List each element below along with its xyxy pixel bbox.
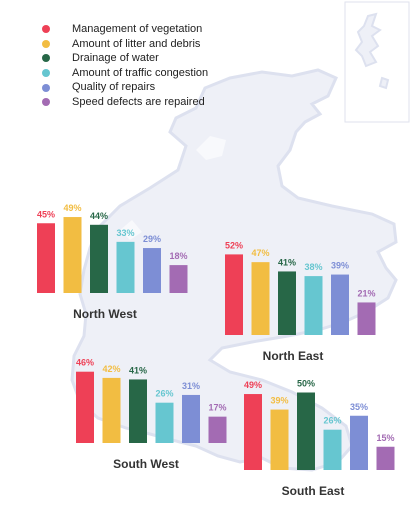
bar-value-label: 44% [90,211,108,221]
bar-value-label: 42% [102,364,120,374]
legend-dot [42,69,50,78]
bar-value-label: 31% [182,381,200,391]
legend-dot [42,25,50,34]
bar-value-label: 29% [143,234,161,244]
legend-dot [42,39,50,48]
bar-value-label: 41% [129,365,147,375]
legend-label: Management of vegetation [72,23,203,35]
bar-quality-of-repairs [182,394,200,443]
legend-label: Amount of litter and debris [72,37,201,50]
bar-value-label: 26% [155,389,173,399]
legend-item-speed: Speed defects are repaired [42,95,208,110]
bar-value-label: 18% [169,251,187,261]
region-panel-north-west: 45% 49% 44% 33% 29% 18% North West [37,203,188,321]
bar-value-label: 41% [278,257,296,267]
bar-quality-of-repairs [350,415,368,470]
bar-speed-defects-are-repaired [376,446,395,470]
bar-amount-of-litter-and-debris [102,377,121,443]
legend: Management of vegetation Amount of litte… [42,22,208,110]
region-title: South West [113,457,179,471]
bar-management-of-vegetation [225,254,243,335]
bar-drainage-of-water [129,379,147,443]
legend-label: Quality of repairs [72,81,156,94]
bar-speed-defects-are-repaired [169,265,188,293]
bar-management-of-vegetation [244,394,262,470]
bar-value-label: 46% [76,358,94,368]
region-panel-south-west: 46% 42% 41% 26% 31% 17% South West [76,358,227,471]
bar-amount-of-litter-and-debris [251,262,270,335]
legend-dot [42,83,50,92]
bar-drainage-of-water [90,224,108,293]
bar-value-label: 33% [116,228,134,238]
bar-quality-of-repairs [331,274,349,335]
bar-management-of-vegetation [37,223,55,293]
bar-amount-of-traffic-congestion [304,276,323,335]
legend-item-vegetation: Management of vegetation [42,22,208,37]
bar-drainage-of-water [278,271,296,335]
bar-value-label: 45% [37,209,55,219]
legend-item-litter: Amount of litter and debris [42,37,208,52]
bar-value-label: 49% [244,380,262,390]
bar-value-label: 52% [225,240,243,250]
legend-label: Amount of traffic congestion [72,66,209,79]
region-title: North West [73,307,137,321]
bar-value-label: 50% [297,379,315,389]
region-panel-north-east: 52% 47% 41% 38% 39% 21% North East [225,240,376,363]
bar-drainage-of-water [297,392,315,470]
legend-label: Speed defects are repaired [72,95,205,108]
islands-inset [344,1,410,123]
region-panel-south-east: 49% 39% 50% 26% 35% 15% South East [244,379,395,499]
region-title: North East [263,349,324,363]
bar-value-label: 47% [251,248,269,258]
bar-amount-of-traffic-congestion [323,429,342,470]
bar-value-label: 21% [357,288,375,298]
bar-amount-of-litter-and-debris [63,217,82,293]
legend-dot [42,54,50,63]
legend-label: Drainage of water [72,52,159,65]
bar-quality-of-repairs [143,248,161,293]
bar-amount-of-traffic-congestion [116,241,135,293]
bar-value-label: 39% [270,396,288,406]
legend-item-drainage: Drainage of water [42,51,208,66]
bar-management-of-vegetation [76,371,94,443]
legend-item-congestion: Amount of traffic congestion [42,66,208,81]
bar-value-label: 49% [63,203,81,213]
bar-speed-defects-are-repaired [357,302,376,335]
bar-value-label: 39% [331,261,349,271]
bar-amount-of-traffic-congestion [155,402,174,443]
bar-value-label: 17% [208,403,226,413]
bar-amount-of-litter-and-debris [270,409,289,470]
legend-item-repairs: Quality of repairs [42,80,208,95]
bar-value-label: 38% [304,262,322,272]
legend-dot [42,98,50,107]
bar-value-label: 26% [323,416,341,426]
bar-value-label: 15% [376,433,394,443]
bar-value-label: 35% [350,402,368,412]
region-title: South East [282,484,345,498]
bar-speed-defects-are-repaired [208,416,227,443]
